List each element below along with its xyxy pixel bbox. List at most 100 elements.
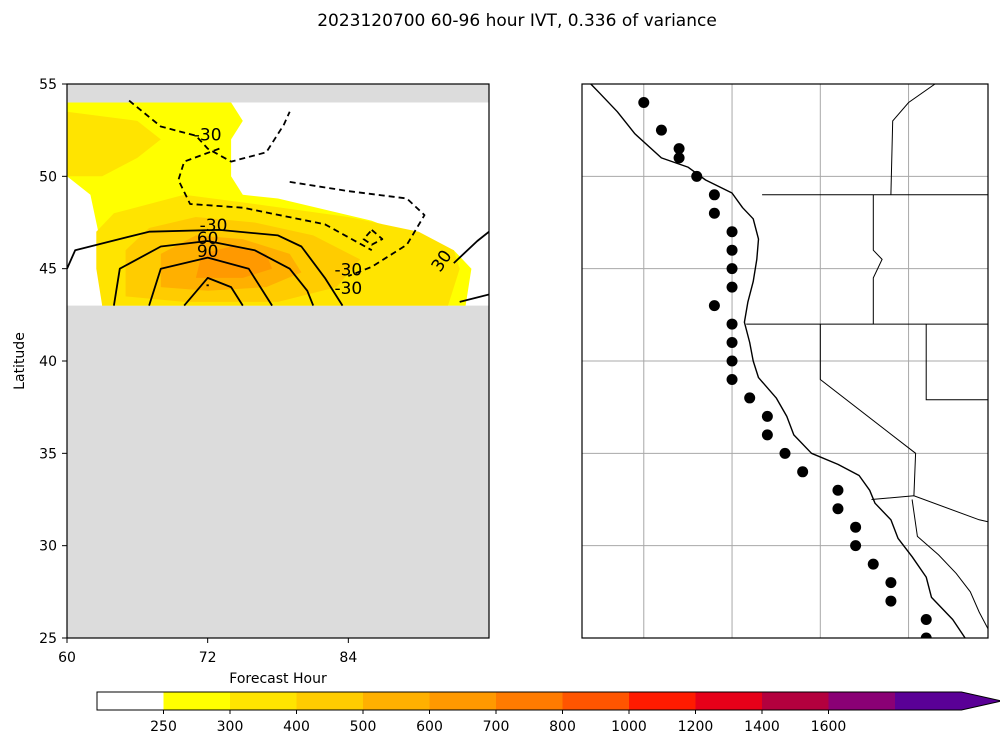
x-tick-label-72: 72 [199,650,217,666]
colorbar-label-700: 700 [483,719,510,735]
filled-contour-300-2 [67,111,161,177]
y-tick-label-45: 45 [39,262,57,278]
map-point-5 [708,189,720,201]
colorbar-extend-arrow [895,692,1000,710]
border-line-4 [925,324,988,401]
map-point-12 [726,318,738,330]
map-point-4 [691,170,703,182]
contour-line--30-8 [177,147,373,251]
contour-line-90-4 [148,256,273,307]
map-point-2 [673,143,685,155]
colorbar-cell-1 [163,692,231,710]
figure-title: 2023120700 60-96 hour IVT, 0.336 of vari… [317,11,717,31]
line-contour-layer [67,99,489,307]
contour-line-120-5 [183,276,244,307]
map-point-9 [726,263,738,275]
map-point-21 [832,484,844,496]
colorbar-label-300: 300 [217,719,244,735]
border-line-2 [872,194,883,325]
colorbar: 250 300 400 500 600 700 800 1000 1200 1400 1600 [96,691,1000,735]
map-point-14 [726,355,738,367]
missing-region-1 [67,84,489,103]
colorbar-label-1000: 1000 [611,719,647,735]
colorbar-cell-6 [496,692,563,710]
colorbar-cell-4 [363,692,430,710]
contour-label-5: -30 [334,279,362,299]
y-axis-ticks: 25 30 35 40 45 50 55 [39,77,67,647]
y-tick-label-50: 50 [39,169,57,185]
x-tick-label-84: 84 [339,650,357,666]
colorbar-label-1600: 1600 [811,719,847,735]
y-axis-label: Latitude [12,332,28,390]
map-point-8 [726,244,738,256]
colorbar-cell-0 [97,692,164,710]
contour-label-3: 90 [197,242,219,262]
colorbar-outline [96,691,1000,711]
colorbar-label-250: 250 [150,719,177,735]
map-point-11 [708,300,720,312]
border-line-6 [911,499,988,630]
contour-line--30-10 [362,229,384,246]
contour-label-1: -30 [200,216,228,236]
map-point-22 [832,503,844,515]
contour-label-0: -30 [194,126,222,146]
contour-line-30-1 [459,293,489,303]
colorbar-label-1200: 1200 [678,719,714,735]
border-line-5 [871,495,988,523]
contour-label-2: 60 [197,229,219,249]
map-point-26 [885,577,897,589]
map-point-1 [655,124,667,136]
colorbar-cell-9 [695,692,763,710]
x-tick-label-60: 60 [58,650,76,666]
colorbar-cell-2 [230,692,297,710]
map-points-layer [638,96,932,638]
y-tick-label-25: 25 [39,631,57,647]
contour-line-30-0 [67,228,344,307]
map-point-24 [850,540,862,552]
map-point-20 [797,466,809,478]
y-tick-label-55: 55 [39,77,57,93]
map-point-16 [744,392,756,404]
map-point-27 [885,595,897,607]
contour-line-30-2 [453,230,489,264]
map-point-18 [761,429,773,441]
colorbar-label-500: 500 [350,719,377,735]
y-tick-label-40: 40 [39,354,57,370]
colorbar-label-1400: 1400 [744,719,780,735]
colorbar-label-400: 400 [283,719,310,735]
x-axis-ticks: 60 72 84 [58,638,357,666]
colorbar-cell-3 [296,692,364,710]
map-point-3 [673,152,685,164]
map-frame [581,83,989,639]
map-point-28 [920,614,932,626]
y-tick-label-30: 30 [39,539,57,555]
border-line-7 [890,84,936,195]
map-point-29 [920,632,932,638]
contour-line-60-3 [113,240,315,306]
colorbar-cell-7 [562,692,630,710]
colorbar-cell-5 [429,692,497,710]
map-point-10 [726,281,738,293]
contour-label-4: -30 [334,261,362,281]
map-point-13 [726,337,738,349]
map-coast-and-borders [590,84,988,638]
colorbar-label-600: 600 [416,719,443,735]
missing-region-0 [67,305,489,638]
filled-contour-600-5 [195,246,273,278]
map-point-0 [638,96,650,108]
border-line-3 [819,324,917,496]
colorbar-cell-11 [828,692,896,710]
map-point-6 [708,207,720,219]
colorbar-label-800: 800 [549,719,576,735]
colorbar-cell-8 [629,692,696,710]
map-point-15 [726,373,738,385]
map-point-25 [867,558,879,570]
x-axis-label: Forecast Hour [229,671,327,687]
contour-line--30-7 [128,99,291,163]
map-point-19 [779,447,791,459]
missing-data-layer [67,84,489,638]
map-panel [581,83,989,639]
colorbar-cell-10 [762,692,829,710]
